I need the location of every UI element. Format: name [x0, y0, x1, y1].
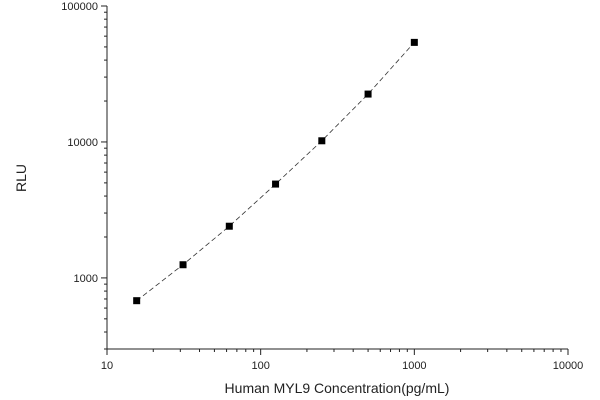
data-point — [133, 297, 141, 305]
data-point — [318, 137, 326, 145]
x-axis-title: Human MYL9 Concentration(pg/mL) — [225, 380, 450, 396]
y-tick-label: 10000 — [67, 137, 98, 149]
axes: 10 100 1000 10000 1000 10000 100000 — [61, 1, 583, 372]
data-point — [179, 261, 187, 269]
x-tick-label: 100 — [251, 360, 269, 372]
y-tick-label: 100000 — [61, 1, 98, 13]
x-tick-label: 1000 — [402, 360, 426, 372]
data-point — [225, 222, 233, 230]
data-point — [272, 180, 280, 188]
x-tick-label: 10000 — [553, 360, 584, 372]
x-tick-label: 10 — [101, 360, 113, 372]
y-axis-title: RLU — [13, 164, 29, 192]
fit-line — [136, 42, 415, 302]
y-tick-label: 1000 — [74, 273, 98, 285]
data-point — [364, 90, 372, 98]
data-points — [133, 38, 418, 305]
fit-line-group — [136, 42, 415, 302]
data-point — [410, 38, 418, 46]
